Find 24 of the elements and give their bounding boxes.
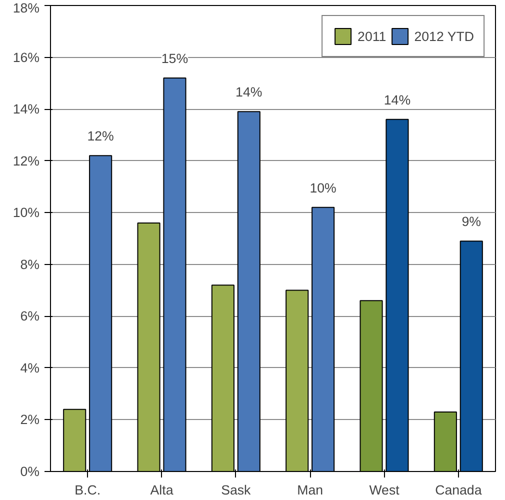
data-label: 14% bbox=[384, 92, 411, 108]
x-tick-label: B.C. bbox=[74, 482, 101, 498]
legend-label: 2012 YTD bbox=[414, 28, 474, 44]
legend-label: 2011 bbox=[358, 28, 386, 44]
y-tick-label: 10% bbox=[12, 205, 40, 220]
y-tick-label: 12% bbox=[12, 153, 40, 168]
data-label: 9% bbox=[462, 214, 482, 230]
y-tick-label: 18% bbox=[12, 0, 40, 16]
data-label: 12% bbox=[87, 128, 114, 144]
x-tick-label: Alta bbox=[150, 482, 174, 498]
x-tick-label: Canada bbox=[435, 482, 482, 498]
x-tick-label: Sask bbox=[221, 482, 252, 498]
y-tick-label: 16% bbox=[12, 50, 40, 65]
y-tick-label: 14% bbox=[12, 102, 40, 117]
y-tick-label: 4% bbox=[20, 360, 40, 376]
y-tick-label: 6% bbox=[20, 308, 40, 324]
y-tick-label: 8% bbox=[20, 256, 40, 272]
data-label: 15% bbox=[161, 50, 188, 66]
data-label: 14% bbox=[236, 84, 262, 100]
y-tick-label: 2% bbox=[20, 412, 40, 428]
x-tick-label: Man bbox=[297, 482, 324, 498]
y-tick-label: 0% bbox=[20, 464, 40, 479]
data-label: 10% bbox=[310, 180, 337, 196]
x-tick-label: West bbox=[369, 482, 400, 498]
